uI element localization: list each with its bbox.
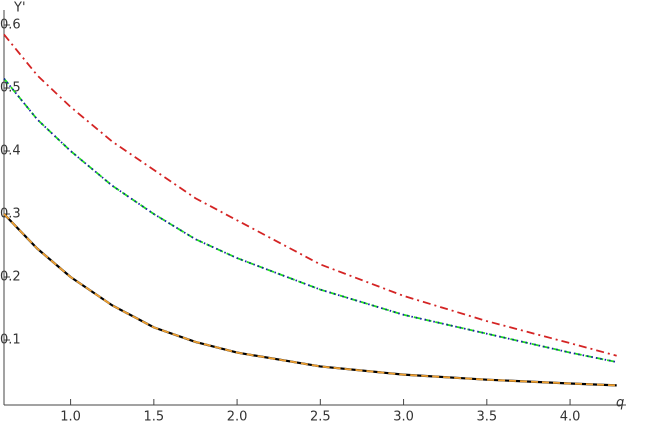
y-axis-label: Y' <box>13 1 26 16</box>
data-line <box>3 213 617 387</box>
y-tick-label: 0.3 <box>0 207 21 222</box>
x-axis-label: q <box>616 396 624 411</box>
x-tick-label: 2.5 <box>310 410 331 424</box>
y-tick-label: 0.2 <box>0 270 21 285</box>
x-tick-label: 3.5 <box>476 410 497 424</box>
x-tick-label: 3.0 <box>393 410 414 424</box>
data-line <box>3 77 617 363</box>
data-line <box>3 33 617 357</box>
data-line <box>3 213 617 387</box>
y-tick-label: 0.5 <box>0 81 21 96</box>
x-tick-label: 2.0 <box>227 410 248 424</box>
x-tick-label: 4.0 <box>560 410 581 424</box>
x-tick-label: 1.5 <box>143 410 164 424</box>
y-tick-label: 0.4 <box>0 144 21 159</box>
y-tick-label: 0.6 <box>0 18 21 33</box>
data-line <box>3 77 617 363</box>
y-tick-label: 0.1 <box>0 333 21 348</box>
x-tick-label: 1.0 <box>60 410 81 424</box>
